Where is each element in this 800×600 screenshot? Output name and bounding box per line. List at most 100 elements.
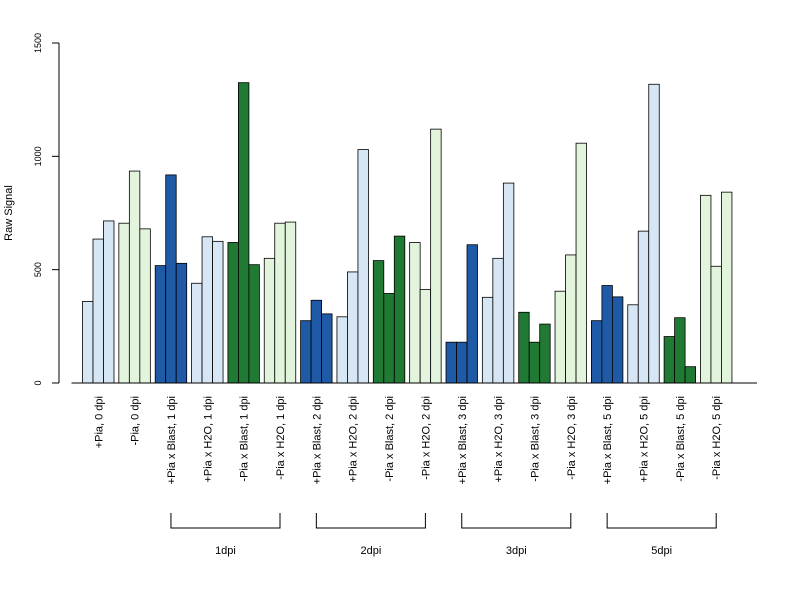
group-brackets: 1dpi 2dpi 3dpi 5dpi xyxy=(170,513,717,557)
group-bracket-line xyxy=(170,513,281,529)
bar xyxy=(518,311,530,384)
bar xyxy=(684,366,696,384)
bar xyxy=(165,174,177,384)
bar xyxy=(383,293,395,384)
y-axis: 0 500 1000 1500 xyxy=(33,33,60,386)
y-tick-label: 500 xyxy=(33,262,43,277)
bar-group xyxy=(518,311,551,384)
bar-group xyxy=(263,221,297,384)
bar xyxy=(565,254,577,384)
bar xyxy=(274,222,286,384)
bar-group xyxy=(700,191,733,384)
bar xyxy=(237,82,250,384)
category-label: -Pia x H2O, 1 dpi xyxy=(275,396,287,480)
bar xyxy=(612,296,624,384)
bar-group xyxy=(372,235,406,384)
bar xyxy=(139,228,151,384)
bar xyxy=(481,296,494,384)
bar xyxy=(663,336,675,384)
bar xyxy=(409,242,421,384)
bar xyxy=(310,299,323,384)
bar xyxy=(118,222,130,384)
category-label: -Pia, 0 dpi xyxy=(130,396,142,446)
bar xyxy=(528,341,541,384)
bar xyxy=(175,262,188,384)
bar xyxy=(419,289,432,384)
group-bracket-line xyxy=(315,513,426,529)
group-bracket: 5dpi xyxy=(606,513,717,557)
bar-group xyxy=(154,174,188,384)
group-bracket-line xyxy=(461,513,572,529)
bar xyxy=(456,341,468,384)
group-bracket: 1dpi xyxy=(170,513,281,557)
category-label: +Pia x H2O, 5 dpi xyxy=(639,396,651,483)
bars xyxy=(82,82,733,384)
category-label: -Pia x H2O, 3 dpi xyxy=(566,396,578,480)
bar xyxy=(284,221,297,384)
bar-group xyxy=(82,220,115,384)
group-label: 2dpi xyxy=(360,545,381,557)
category-label: -Pia x Blast, 2 dpi xyxy=(384,396,396,482)
bar xyxy=(445,341,457,384)
bar-group xyxy=(554,142,587,384)
bar-group xyxy=(300,299,333,384)
group-bracket: 3dpi xyxy=(461,513,572,557)
bar-group xyxy=(627,83,660,384)
bar xyxy=(357,149,369,384)
bar xyxy=(648,83,660,384)
bar xyxy=(710,265,722,384)
bar xyxy=(263,257,276,384)
bar-group xyxy=(445,244,478,384)
group-bracket: 2dpi xyxy=(315,513,426,557)
category-label: +Pia x Blast, 3 dpi xyxy=(457,396,469,484)
bar xyxy=(321,313,333,384)
y-tick-label: 0 xyxy=(33,380,43,385)
bar xyxy=(154,265,167,384)
category-label: +Pia x H2O, 3 dpi xyxy=(493,396,505,483)
bar xyxy=(92,238,104,384)
bar xyxy=(637,230,650,384)
bar xyxy=(700,194,712,384)
bar xyxy=(300,320,312,384)
bar xyxy=(82,300,94,384)
bar xyxy=(674,317,686,384)
bar xyxy=(721,191,733,384)
category-label: -Pia x Blast, 3 dpi xyxy=(529,396,541,482)
bar xyxy=(191,282,203,384)
category-label: +Pia x Blast, 2 dpi xyxy=(311,396,323,484)
bar xyxy=(336,316,348,384)
bar-group xyxy=(409,128,442,384)
bar-group xyxy=(591,285,624,384)
bar xyxy=(248,264,260,384)
bar-group xyxy=(481,182,515,384)
y-axis-title: Raw Signal xyxy=(3,185,15,241)
y-tick-label: 1500 xyxy=(33,33,43,53)
category-label: +Pia x H2O, 2 dpi xyxy=(348,396,360,483)
y-tick-label: 1000 xyxy=(33,146,43,166)
category-label: +Pia, 0 dpi xyxy=(93,396,105,448)
group-label: 5dpi xyxy=(651,545,672,557)
bar xyxy=(601,285,613,384)
bar xyxy=(554,290,566,384)
category-label: -Pia x Blast, 1 dpi xyxy=(239,396,251,482)
bar xyxy=(591,320,603,384)
bar xyxy=(227,242,239,384)
bar xyxy=(212,240,224,384)
bar-group xyxy=(663,317,696,384)
category-label: +Pia x H2O, 1 dpi xyxy=(202,396,214,483)
bar xyxy=(430,128,442,384)
bar xyxy=(128,170,141,384)
group-label: 1dpi xyxy=(215,545,236,557)
bar xyxy=(539,323,551,384)
category-label: +Pia x Blast, 1 dpi xyxy=(166,396,178,484)
group-label: 3dpi xyxy=(506,545,527,557)
bar xyxy=(575,142,587,384)
bar xyxy=(627,304,639,384)
group-bracket-line xyxy=(606,513,717,529)
category-label: -Pia x Blast, 5 dpi xyxy=(675,396,687,482)
bar xyxy=(492,257,504,384)
bar xyxy=(103,220,115,384)
category-labels: +Pia, 0 dpi -Pia, 0 dpi +Pia x Blast, 1 dp… xyxy=(93,396,723,484)
bar-group xyxy=(336,149,369,384)
